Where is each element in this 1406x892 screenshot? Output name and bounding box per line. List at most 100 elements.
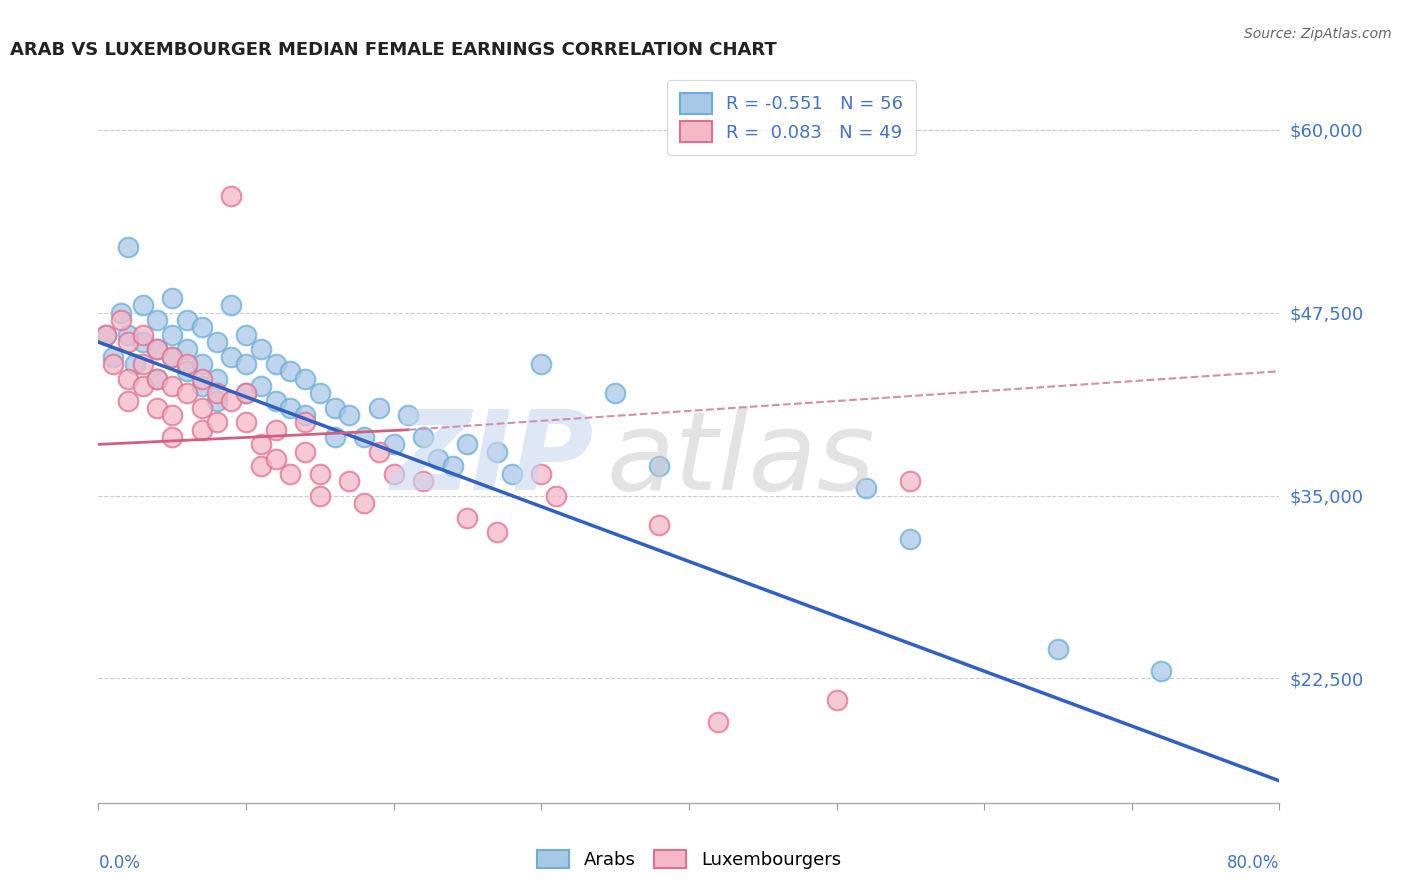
Point: [707, 715, 730, 730]
Point: [323, 401, 346, 415]
Point: [132, 379, 155, 393]
Point: [132, 357, 155, 371]
Point: [486, 525, 509, 540]
Point: [205, 416, 228, 430]
Point: [855, 481, 877, 495]
Point: [191, 423, 214, 437]
Point: [146, 313, 169, 327]
Point: [353, 430, 375, 444]
Text: Source: ZipAtlas.com: Source: ZipAtlas.com: [1244, 27, 1392, 41]
Text: ARAB VS LUXEMBOURGER MEDIAN FEMALE EARNINGS CORRELATION CHART: ARAB VS LUXEMBOURGER MEDIAN FEMALE EARNI…: [10, 41, 776, 59]
Point: [250, 379, 273, 393]
Point: [146, 343, 169, 357]
Point: [235, 416, 257, 430]
Text: 80.0%: 80.0%: [1227, 854, 1279, 872]
Point: [368, 401, 391, 415]
Point: [412, 474, 434, 488]
Text: atlas: atlas: [606, 406, 875, 513]
Point: [162, 350, 183, 364]
Point: [162, 327, 183, 342]
Point: [294, 416, 316, 430]
Point: [530, 467, 553, 481]
Point: [825, 693, 848, 707]
Point: [219, 298, 242, 312]
Point: [353, 496, 375, 510]
Point: [219, 350, 242, 364]
Point: [117, 371, 139, 385]
Point: [162, 379, 183, 393]
Point: [427, 452, 450, 467]
Point: [94, 327, 117, 342]
Point: [191, 371, 214, 385]
Point: [264, 423, 287, 437]
Point: [546, 489, 568, 503]
Point: [235, 357, 257, 371]
Point: [382, 467, 405, 481]
Point: [176, 364, 198, 378]
Point: [648, 517, 671, 532]
Point: [264, 357, 287, 371]
Point: [103, 350, 125, 364]
Point: [294, 408, 316, 422]
Point: [235, 327, 257, 342]
Point: [294, 444, 316, 458]
Point: [441, 459, 464, 474]
Point: [605, 386, 627, 401]
Point: [146, 371, 169, 385]
Point: [117, 327, 139, 342]
Point: [250, 343, 273, 357]
Point: [146, 371, 169, 385]
Point: [117, 240, 139, 254]
Point: [162, 350, 183, 364]
Point: [456, 437, 478, 451]
Point: [456, 510, 478, 524]
Point: [176, 386, 198, 401]
Point: [117, 393, 139, 408]
Point: [146, 343, 169, 357]
Point: [648, 459, 671, 474]
Point: [486, 444, 509, 458]
Point: [117, 334, 139, 349]
Point: [323, 430, 346, 444]
Point: [278, 467, 302, 481]
Point: [205, 393, 228, 408]
Point: [205, 371, 228, 385]
Point: [278, 364, 302, 378]
Point: [900, 533, 922, 547]
Point: [250, 437, 273, 451]
Point: [110, 306, 132, 320]
Point: [382, 437, 405, 451]
Point: [176, 357, 198, 371]
Point: [412, 430, 434, 444]
Point: [191, 401, 214, 415]
Point: [191, 357, 214, 371]
Point: [205, 334, 228, 349]
Text: ZIP: ZIP: [391, 406, 595, 513]
Point: [530, 357, 553, 371]
Point: [309, 467, 332, 481]
Point: [235, 386, 257, 401]
Point: [124, 357, 146, 371]
Point: [1150, 664, 1173, 678]
Point: [176, 313, 198, 327]
Point: [278, 401, 302, 415]
Point: [1046, 642, 1069, 657]
Point: [294, 371, 316, 385]
Point: [501, 467, 523, 481]
Point: [132, 298, 155, 312]
Point: [162, 408, 183, 422]
Point: [900, 474, 922, 488]
Point: [309, 386, 332, 401]
Point: [146, 401, 169, 415]
Point: [264, 393, 287, 408]
Point: [368, 444, 391, 458]
Legend: Arabs, Luxembourgers: Arabs, Luxembourgers: [527, 840, 851, 878]
Point: [235, 386, 257, 401]
Point: [94, 327, 117, 342]
Point: [191, 379, 214, 393]
Point: [309, 489, 332, 503]
Point: [264, 452, 287, 467]
Point: [205, 386, 228, 401]
Point: [339, 474, 360, 488]
Point: [250, 459, 273, 474]
